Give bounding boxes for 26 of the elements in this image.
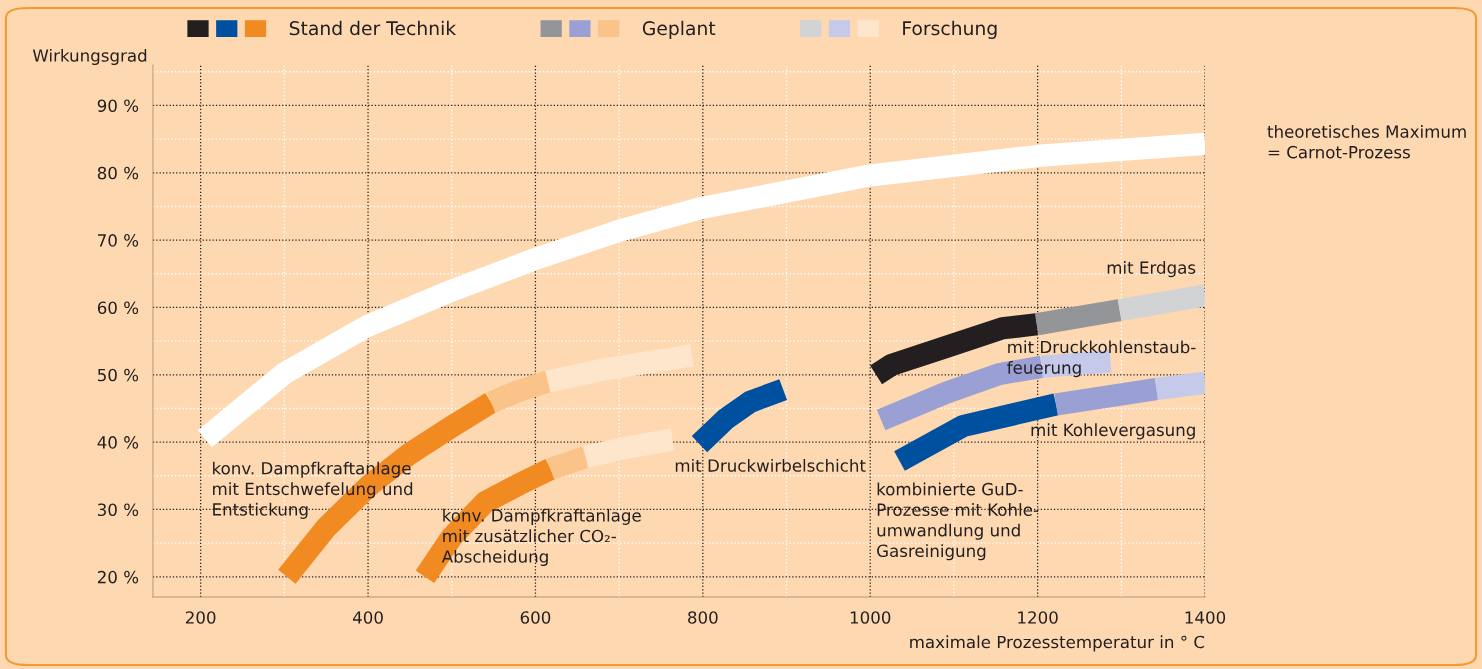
text: theoretisches Maximum = Carnot-Prozess [1267,124,1466,159]
y-tick-label: 30 % [97,503,139,517]
y-tick-label: 80 % [97,166,139,180]
y-tick-label: 40 % [97,436,139,449]
y-tick-label: 60 % [97,301,139,315]
annotation: mit Erdgas [1107,261,1196,278]
y-tick-label: 20 % [97,570,139,584]
x-tick-label: 400 [352,611,383,624]
y-tick-label: 70 % [98,234,139,247]
annotation: mit Druckkohlenstaub- feuerung [1007,340,1196,378]
annotation: mit Druckwirbelschicht [675,458,866,472]
x-tick-label: 800 [688,611,718,624]
x-tick-label: 1200 [1018,611,1058,624]
y-tick-label: 50 % [98,368,139,382]
annotation: mit Kohlevergasung [1031,423,1195,440]
x-tick-label: 200 [185,611,216,624]
y-axis-title: Wirkungsgrad [32,48,147,66]
x-tick-label: 1000 [850,611,891,624]
x-axis-title: maximale Prozesstemperatur in ° C [910,635,1205,652]
x-tick-label: 1400 [1185,611,1226,624]
x-tick-label: 600 [520,611,551,624]
legend-label: Geplant [642,20,716,39]
y-tick-label: 90 % [97,99,139,112]
legend-label: Forschung [903,20,997,39]
legend-label: Stand der Technik [289,20,457,36]
annotation: kombinierte GuD- Prozesse mit Kohle- umwandlung und Gasreinigung [877,482,1039,561]
